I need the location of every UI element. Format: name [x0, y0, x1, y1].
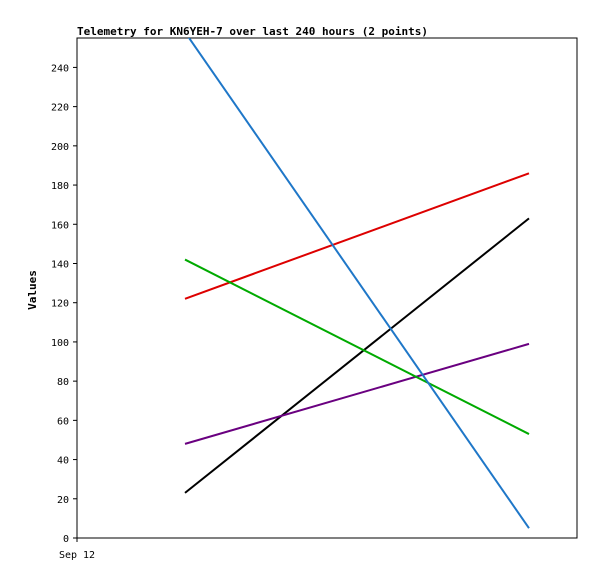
series-line-5: [187, 38, 530, 529]
y-tick-label: 0: [63, 534, 69, 545]
series-lines: [184, 38, 530, 529]
y-tick-label: 80: [57, 377, 69, 388]
y-tick-label: 120: [51, 299, 69, 310]
plot-area: [76, 37, 578, 539]
y-tick-label: 140: [51, 259, 69, 270]
y-axis: 0 20 40 60 80 100 120 140 160 180 200 220 240: [51, 63, 77, 545]
y-tick-label: 200: [51, 142, 69, 153]
series-line-4: [184, 258, 530, 435]
chart-title: Telemetry for KN6YEH-7 over last 240 hou…: [77, 25, 428, 38]
x-axis: Sep 12: [59, 538, 95, 561]
y-tick-label: 20: [57, 495, 69, 506]
series-line-2: [184, 217, 530, 494]
y-tick-label: 180: [51, 181, 69, 192]
y-tick-label: 60: [57, 416, 69, 427]
series-line-3: [184, 342, 530, 445]
y-tick-label: 40: [57, 456, 69, 467]
y-axis-label: Values: [26, 270, 39, 310]
series-line-1: [184, 172, 530, 300]
y-tick-label: 160: [51, 220, 69, 231]
x-tick-label: Sep 12: [59, 550, 95, 561]
y-tick-label: 100: [51, 338, 69, 349]
y-tick-label: 240: [51, 63, 69, 74]
y-tick-label: 220: [51, 103, 69, 114]
